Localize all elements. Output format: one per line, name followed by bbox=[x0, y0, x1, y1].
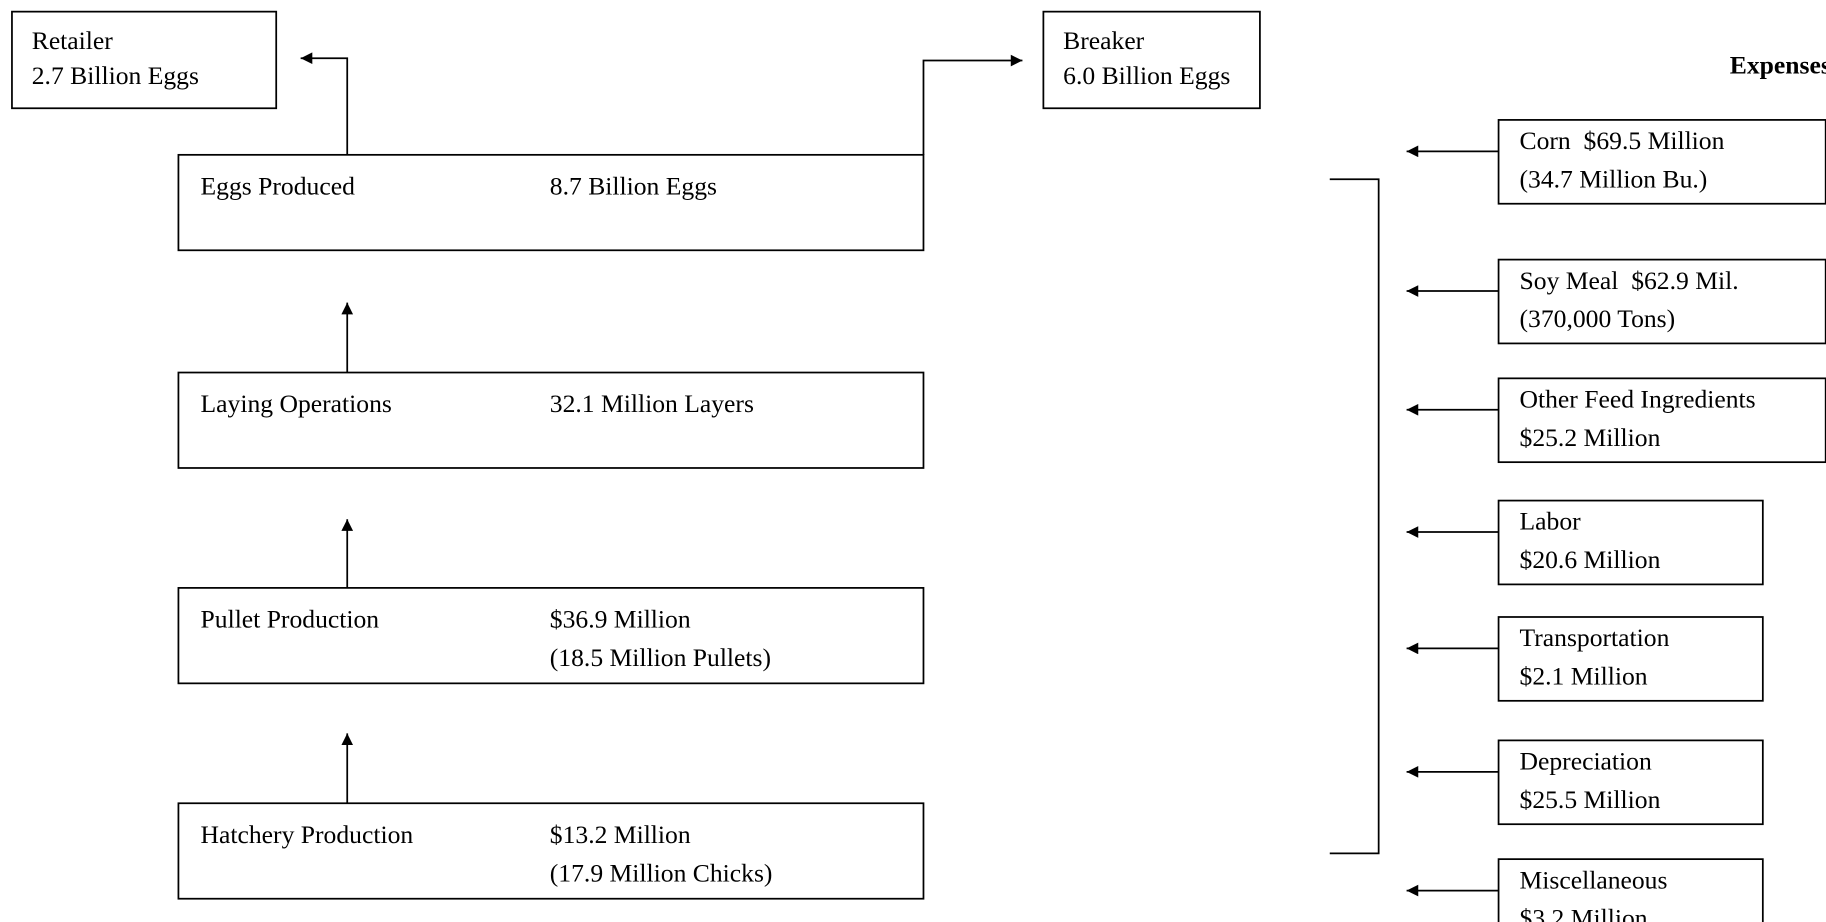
expenses-title: Expenses bbox=[1730, 50, 1826, 79]
expense-box bbox=[1497, 616, 1764, 702]
expense-text: Miscellaneous bbox=[1520, 865, 1668, 894]
expense-text: $25.2 Million bbox=[1520, 423, 1661, 452]
output-label: Retailer bbox=[32, 26, 114, 55]
stage-label: Hatchery Production bbox=[201, 820, 414, 849]
expense-box bbox=[1497, 377, 1826, 464]
expense-box bbox=[1497, 119, 1826, 205]
arrow bbox=[922, 54, 1023, 155]
output-value: 6.0 Billion Eggs bbox=[1063, 61, 1230, 90]
expense-text: $20.6 Million bbox=[1520, 545, 1661, 574]
output-box bbox=[1042, 10, 1261, 110]
expense-box bbox=[1497, 739, 1764, 826]
expense-text: $2.1 Million bbox=[1520, 662, 1648, 691]
stage-value: 32.1 Million Layers bbox=[550, 389, 754, 418]
expense-text: Labor bbox=[1520, 507, 1582, 536]
stage-value: 8.7 Billion Eggs bbox=[550, 171, 717, 200]
stage-label: Eggs Produced bbox=[201, 171, 356, 200]
expense-text: (34.7 Million Bu.) bbox=[1520, 164, 1708, 193]
stage-value: $36.9 Million bbox=[550, 605, 691, 634]
stage-value: (18.5 Million Pullets) bbox=[550, 643, 771, 672]
stage-box bbox=[177, 802, 925, 900]
bracket bbox=[1329, 178, 1380, 855]
expense-box bbox=[1497, 499, 1764, 586]
output-value: 2.7 Billion Eggs bbox=[32, 61, 199, 90]
expense-text: Transportation bbox=[1520, 623, 1670, 652]
output-label: Breaker bbox=[1063, 26, 1145, 55]
expense-box bbox=[1497, 858, 1764, 922]
expense-text: $3.2 Million bbox=[1520, 904, 1648, 922]
stage-box bbox=[177, 153, 925, 252]
connectors bbox=[300, 52, 1380, 855]
expense-text: (370,000 Tons) bbox=[1520, 304, 1676, 333]
stage-value: $13.2 Million bbox=[550, 820, 691, 849]
output-box bbox=[11, 10, 278, 110]
expense-text: Depreciation bbox=[1520, 747, 1652, 776]
stage-box bbox=[177, 587, 925, 685]
expense-text: Soy Meal $62.9 Mil. bbox=[1520, 266, 1739, 295]
expense-text: $25.5 Million bbox=[1520, 785, 1661, 814]
expense-text: Other Feed Ingredients bbox=[1520, 385, 1756, 414]
expense-box bbox=[1497, 258, 1826, 345]
stage-value: (17.9 Million Chicks) bbox=[550, 858, 773, 887]
stage-label: Pullet Production bbox=[201, 605, 380, 634]
arrow bbox=[300, 52, 349, 155]
stage-label: Laying Operations bbox=[201, 389, 392, 418]
stage-box bbox=[177, 371, 925, 469]
expense-text: Corn $69.5 Million bbox=[1520, 126, 1725, 155]
